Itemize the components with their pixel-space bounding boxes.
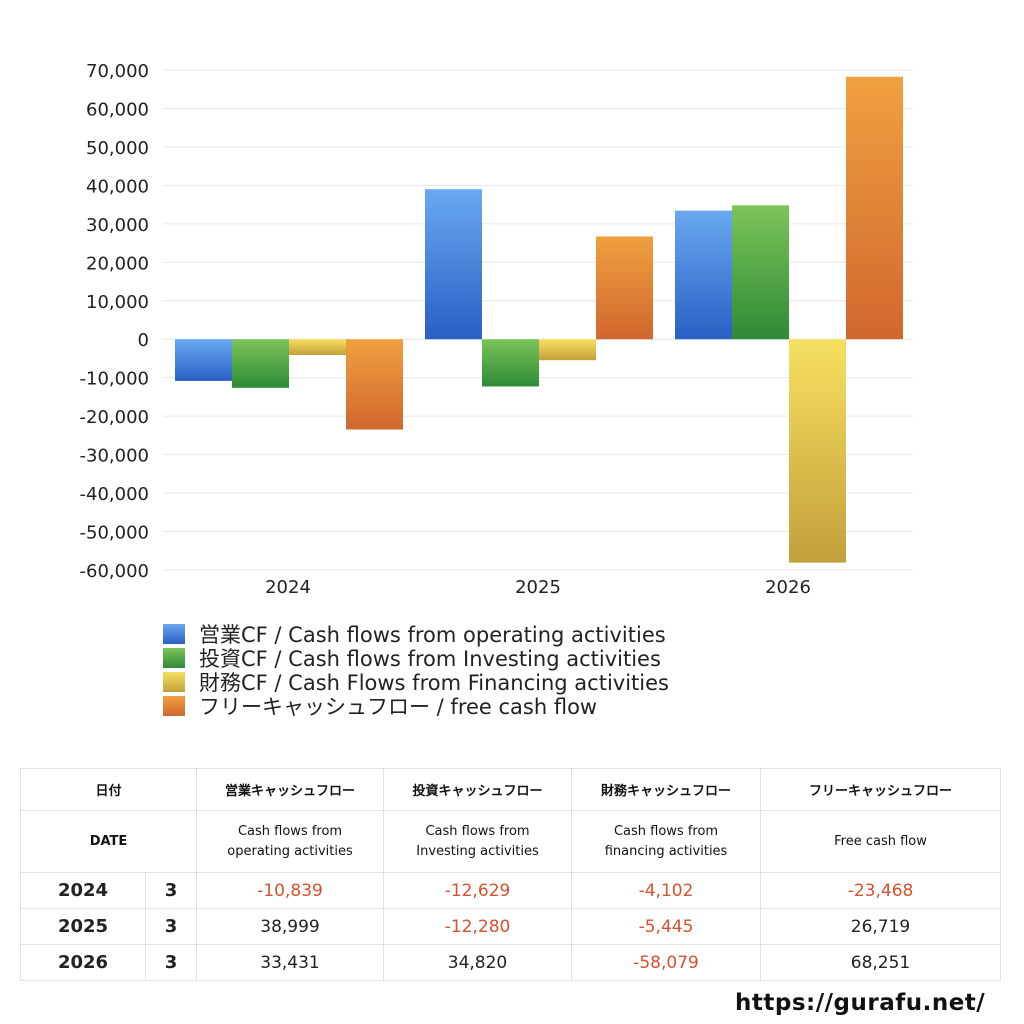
legend-swatch-operating [163,624,185,644]
y-tick-label: -50,000 [80,523,149,544]
legend-item-financing: 財務CF / Cash Flows from Financing activit… [163,670,669,695]
bar-investing [482,339,539,387]
legend-label: 営業CF / Cash flows from operating activit… [199,623,666,647]
bar-free-cash-flow [846,76,903,340]
legend-item-operating: 営業CF / Cash flows from operating activit… [163,622,669,647]
table-header-jp: 日付 営業キャッシュフロー 投資キャッシュフロー 財務キャッシュフロー フリーキ… [19,768,1002,811]
cell-operating: -10,839 [196,872,385,909]
row-month: 3 [144,944,198,981]
y-tick-label: 20,000 [86,253,149,274]
header-financing-jp: 財務キャッシュフロー [571,768,762,811]
x-tick-label: 2026 [765,577,811,598]
cell-investing: 34,820 [383,944,573,981]
legend-swatch-financing [163,672,185,692]
row-year: 2025 [20,908,146,945]
y-tick-label: -20,000 [80,407,149,428]
y-tick-label: 70,000 [86,61,149,82]
y-axis-ticks: 70,000 60,000 50,000 40,000 30,000 20,000 10,0… [80,61,149,582]
x-tick-label: 2024 [265,577,311,598]
bar-financing [789,339,846,563]
y-tick-label: 30,000 [86,215,149,236]
x-axis-ticks: 2024 2025 2026 [265,577,811,598]
cell-financing: -58,079 [571,944,762,981]
y-tick-label: -10,000 [80,369,149,390]
header-free-cash-flow-jp: フリーキャッシュフロー [760,768,1002,811]
legend-item-free-cash-flow: フリーキャッシュフロー / free cash flow [163,694,669,719]
header-financing-en: Cash flows from financing activities [571,810,762,873]
x-tick-label: 2025 [515,577,561,598]
header-date-jp: 日付 [19,768,198,811]
bar-operating [425,189,482,340]
header-investing-en: Cash flows from Investing activities [383,810,573,873]
y-tick-label: 10,000 [86,292,149,313]
cell-investing: -12,280 [383,908,573,945]
bar-financing [289,339,346,356]
legend: 営業CF / Cash flows from operating activit… [163,622,669,719]
cash-flow-bar-chart: 70,000 60,000 50,000 40,000 30,000 20,000 10,0… [80,61,913,598]
table-row: 2025 3 38,999 -12,280 -5,445 26,719 [20,908,1002,945]
cash-flow-table: 日付 営業キャッシュフロー 投資キャッシュフロー 財務キャッシュフロー フリーキ… [19,768,1002,981]
y-tick-label: 50,000 [86,138,149,159]
bar-free-cash-flow [596,236,653,340]
legend-label: 財務CF / Cash Flows from Financing activit… [199,671,669,695]
cell-free-cash-flow: 68,251 [760,944,1002,981]
y-tick-label: -60,000 [80,561,149,582]
header-free-cash-flow-en: Free cash flow [760,810,1002,873]
cell-operating: 38,999 [196,908,385,945]
cell-financing: -4,102 [571,872,762,909]
header-operating-en: Cash flows from operating activities [196,810,385,873]
header-investing-jp: 投資キャッシュフロー [383,768,573,811]
bar-financing [539,339,596,361]
header-operating-jp: 営業キャッシュフロー [196,768,385,811]
legend-label: 投資CF / Cash flows from Investing activit… [199,647,661,671]
table-row: 2026 3 33,431 34,820 -58,079 68,251 [20,944,1002,981]
legend-swatch-free-cash-flow [163,696,185,716]
bar-operating [175,339,232,381]
bar-investing [232,339,289,388]
row-month: 3 [144,872,198,909]
cell-investing: -12,629 [383,872,573,909]
bar-operating [675,210,732,340]
row-year: 2024 [20,872,146,909]
table-header-en: DATE Cash flows from operating activities… [19,810,1002,873]
legend-item-investing: 投資CF / Cash flows from Investing activit… [163,646,669,671]
cell-free-cash-flow: 26,719 [760,908,1002,945]
y-tick-label: -30,000 [80,446,149,467]
cell-financing: -5,445 [571,908,762,945]
y-tick-label: -40,000 [80,484,149,505]
site-url: https://gurafu.net/ [735,990,986,1016]
y-tick-label: 0 [138,330,149,351]
legend-label: フリーキャッシュフロー / free cash flow [199,695,598,719]
cell-operating: 33,431 [196,944,385,981]
legend-swatch-investing [163,648,185,668]
gridlines [163,69,913,571]
bar-investing [732,205,789,340]
row-month: 3 [144,908,198,945]
y-tick-label: 40,000 [86,176,149,197]
header-date-en: DATE [19,810,198,873]
table-row: 2024 3 -10,839 -12,629 -4,102 -23,468 [20,872,1002,909]
y-tick-label: 60,000 [86,99,149,120]
bars [175,76,903,563]
bar-free-cash-flow [346,339,403,430]
cell-free-cash-flow: -23,468 [760,872,1002,909]
row-year: 2026 [20,944,146,981]
